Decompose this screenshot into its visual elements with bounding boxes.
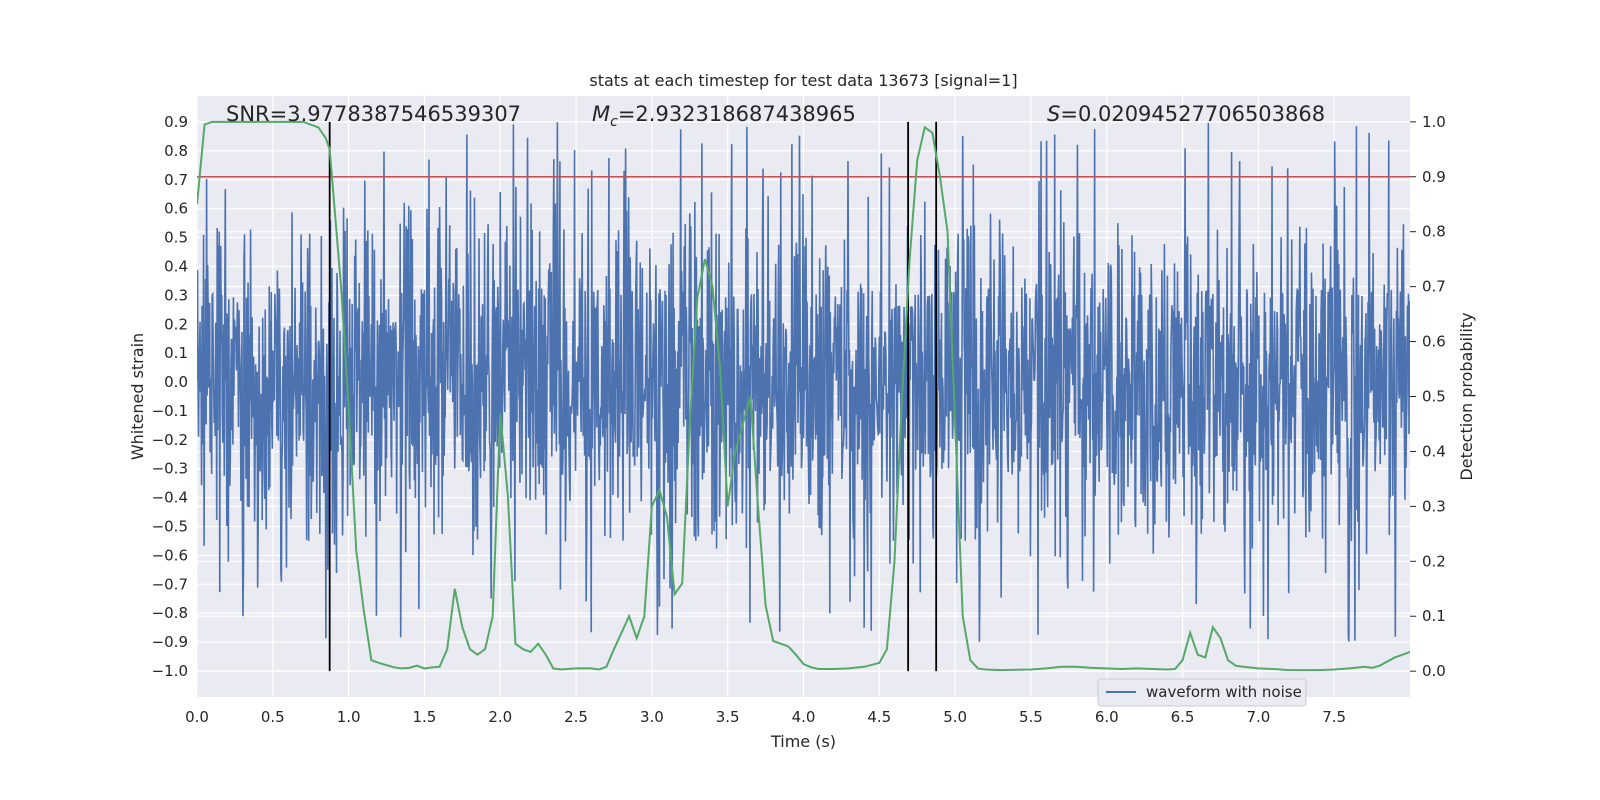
y2-tick-labels: 1.0 0.9 0.8 0.7 0.6 0.5 0.4 0.3 0.2 0.1 0.0 [1410,113,1446,680]
x-tick-labels: 0.0 0.5 1.0 1.5 2.0 2.5 3.0 3.5 4.0 4.5 5.0 5.5 6.0 6… [185,708,1346,726]
y2-tick-label: 0.3 [1422,497,1446,515]
y-tick-label: −0.5 [152,518,188,536]
legend: waveform with noise [1097,678,1307,707]
y-tick-label: −0.7 [152,575,188,593]
y-tick-label: 0.3 [164,286,188,304]
x-tick-label: 5.5 [1019,708,1043,726]
mc-symbol: M [592,102,610,126]
y-tick-label: −0.3 [152,460,188,478]
y-tick-label: 0.8 [164,142,188,160]
x-tick-label: 5.0 [943,708,967,726]
y-tick-label: −0.8 [152,604,188,622]
y2-tick-label: 0.6 [1422,333,1446,351]
mc-value: =2.932318687438965 [618,102,856,126]
y-tick-label: −1.0 [152,662,188,680]
y-tick-label: 0.2 [164,315,188,333]
x-tick-label: 4.0 [792,708,816,726]
x-tick-label: 1.0 [337,708,361,726]
y-tick-label: −0.9 [152,633,188,651]
x-tick-label: 4.5 [867,708,891,726]
y-tick-label: 0.4 [164,257,188,275]
y2-tick-label: 0.5 [1422,388,1446,406]
y-tick-label: 0.6 [164,200,188,218]
s-value: =0.02094527706503868 [1060,102,1325,126]
y2-tick-label: 0.9 [1422,168,1446,186]
y2-tick-label: 0.8 [1422,223,1446,241]
y-tick-label: 0.0 [164,373,188,391]
y2-tick-label: 1.0 [1422,113,1446,131]
vertical-markers [328,121,938,672]
y-tick-label: 0.1 [164,344,188,362]
y2-tick-label: 0.4 [1422,442,1446,460]
y2-tick-label: 0.0 [1422,662,1446,680]
x-tick-label: 6.0 [1095,708,1119,726]
s-annotation: S=0.02094527706503868 [1047,102,1325,126]
x-tick-label: 3.5 [716,708,740,726]
snr-annotation: SNR=3.9778387546539307 [226,102,521,126]
mc-subscript: c [610,114,618,130]
x-tick-label: 7.0 [1246,708,1270,726]
x-tick-label: 1.5 [413,708,437,726]
legend-label-waveform: waveform with noise [1146,683,1302,701]
y-tick-label: 0.7 [164,171,188,189]
y-axis-title: Whitened strain [128,333,147,460]
y-tick-labels: 0.9 0.8 0.7 0.6 0.5 0.4 0.3 0.2 0.1 0.0 −0.1 −0.2 −0… [152,113,188,680]
y2-tick-label: 0.1 [1422,607,1446,625]
waveform-series [197,122,1410,642]
x-axis-title: Time (s) [770,732,836,751]
y2-tick-label: 0.2 [1422,552,1446,570]
waveform-line [197,122,1410,642]
y-tick-label: 0.9 [164,113,188,131]
probability-series [197,120,1410,672]
y-tick-label: −0.1 [152,402,188,420]
y-tick-label: −0.6 [152,546,188,564]
s-symbol: S [1047,102,1060,126]
y-tick-label: 0.5 [164,229,188,247]
x-tick-label: 0.0 [185,708,209,726]
x-tick-label: 6.5 [1171,708,1195,726]
chart-title: stats at each timestep for test data 136… [589,71,1017,90]
x-tick-label: 7.5 [1322,708,1346,726]
y-tick-label: −0.2 [152,431,188,449]
x-tick-label: 3.0 [640,708,664,726]
x-tick-label: 2.5 [564,708,588,726]
mc-annotation: Mc=2.932318687438965 [592,102,856,130]
y-tick-label: −0.4 [152,489,188,507]
y2-axis-title: Detection probability [1457,312,1476,480]
probability-line [197,120,1410,672]
legend-box [1097,678,1307,707]
y2-tick-label: 0.7 [1422,278,1446,296]
x-tick-label: 2.0 [488,708,512,726]
x-tick-label: 0.5 [261,708,285,726]
